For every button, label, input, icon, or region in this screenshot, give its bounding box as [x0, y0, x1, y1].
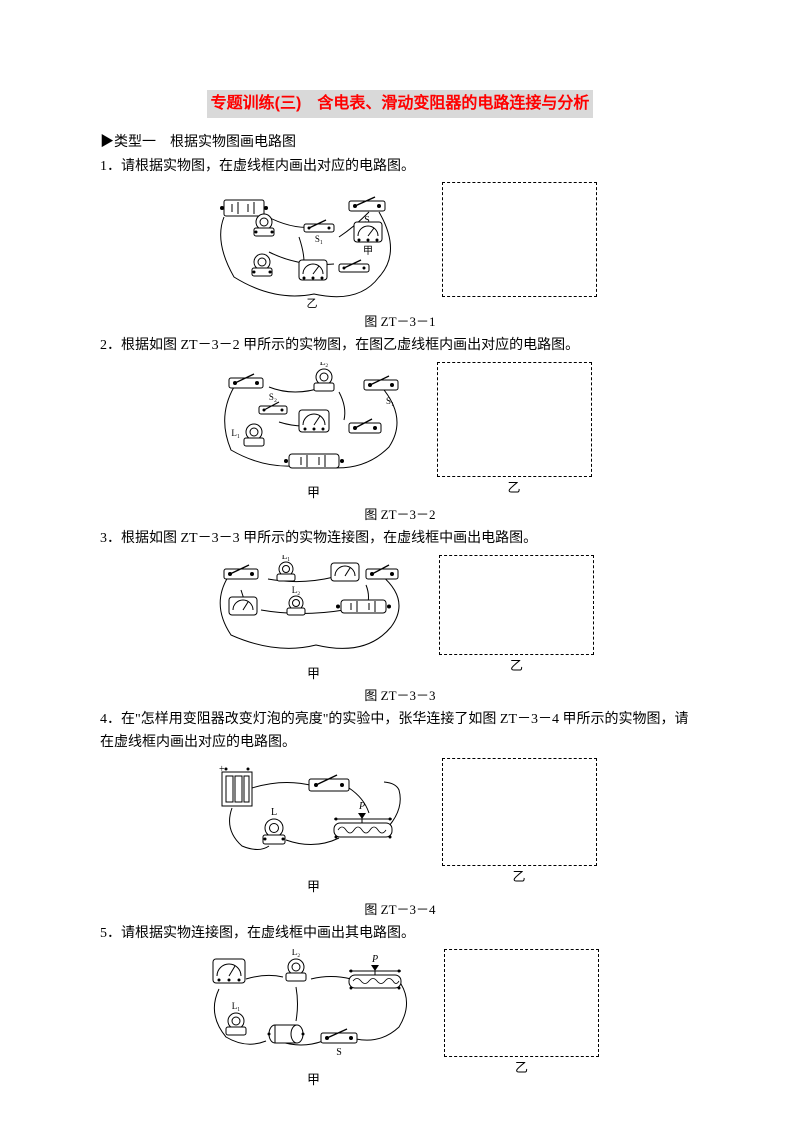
figure-5-sub-right: 乙	[515, 1058, 528, 1079]
question-3-text: 3．根据如图 ZT－3－3 甲所示的实物连接图，在虚线框中画出电路图。	[100, 528, 700, 550]
figure-2-physical: L₂ S₁ S₂ L₁	[209, 362, 419, 504]
figure-5-sub-left: 甲	[307, 1070, 320, 1091]
svg-text:L₁: L₁	[232, 1001, 241, 1011]
figure-4-sub-right: 乙	[512, 867, 525, 888]
figure-2-sub-right: 乙	[507, 478, 520, 499]
svg-text:S₁: S₁	[386, 396, 394, 406]
svg-text:S₁: S₁	[314, 234, 322, 244]
figure-zt-3-2: L₂ S₁ S₂ L₁	[100, 362, 700, 504]
figure-zt-3-4: + L	[100, 758, 700, 898]
svg-text:L₁: L₁	[282, 555, 291, 561]
section-heading: ▶类型一 根据实物图画电路图	[100, 132, 700, 154]
question-4-text: 4．在"怎样用变阻器改变灯泡的亮度"的实验中，张华连接了如图 ZT－3－4 甲所…	[100, 709, 700, 754]
figure-5-physical: L₂ P L₁	[201, 949, 426, 1091]
figure-zt-3-5: L₂ P L₁	[100, 949, 700, 1091]
figure-2-sub-left: 甲	[307, 483, 320, 504]
svg-text:S: S	[336, 1047, 342, 1058]
question-1-text: 1．请根据实物图，在虚线框内画出对应的电路图。	[100, 156, 700, 178]
svg-text:甲: 甲	[363, 246, 373, 257]
figure-3-caption: 图 ZT－3－3	[100, 686, 700, 707]
figure-4-sub-left: 甲	[307, 877, 320, 898]
figure-1-physical: S S₁ 甲	[204, 182, 424, 310]
answer-box-2	[437, 362, 592, 477]
answer-box-4	[442, 758, 597, 866]
svg-text:+: +	[219, 764, 225, 775]
svg-text:L₂: L₂	[319, 362, 328, 367]
svg-text:L₁: L₁	[231, 428, 240, 438]
svg-text:S₂: S₂	[268, 392, 276, 402]
figure-zt-3-3: L₁	[100, 555, 700, 685]
svg-text:L₂: L₂	[292, 585, 301, 595]
svg-text:L: L	[270, 807, 276, 818]
svg-text:P: P	[357, 801, 364, 812]
svg-text:L₂: L₂	[292, 949, 301, 957]
figure-1-caption: 图 ZT－3－1	[100, 312, 700, 333]
question-5-text: 5．请根据实物连接图，在虚线框中画出其电路图。	[100, 923, 700, 945]
svg-text:P: P	[371, 954, 378, 965]
figure-3-sub-right: 乙	[510, 656, 523, 677]
answer-box-3	[439, 555, 594, 655]
figure-4-caption: 图 ZT－3－4	[100, 900, 700, 921]
answer-box-1	[442, 182, 597, 297]
answer-box-5	[444, 949, 599, 1057]
figure-2-caption: 图 ZT－3－2	[100, 505, 700, 526]
figure-3-physical: L₁	[206, 555, 421, 685]
figure-4-physical: + L	[204, 758, 424, 898]
question-2-text: 2．根据如图 ZT－3－2 甲所示的实物图，在图乙虚线框内画出对应的电路图。	[100, 335, 700, 357]
sub-label-left: 乙	[306, 297, 317, 310]
figure-zt-3-1: S S₁ 甲	[100, 182, 700, 310]
page-title: 专题训练(三) 含电表、滑动变阻器的电路连接与分析	[207, 90, 594, 118]
figure-3-sub-left: 甲	[307, 664, 320, 685]
